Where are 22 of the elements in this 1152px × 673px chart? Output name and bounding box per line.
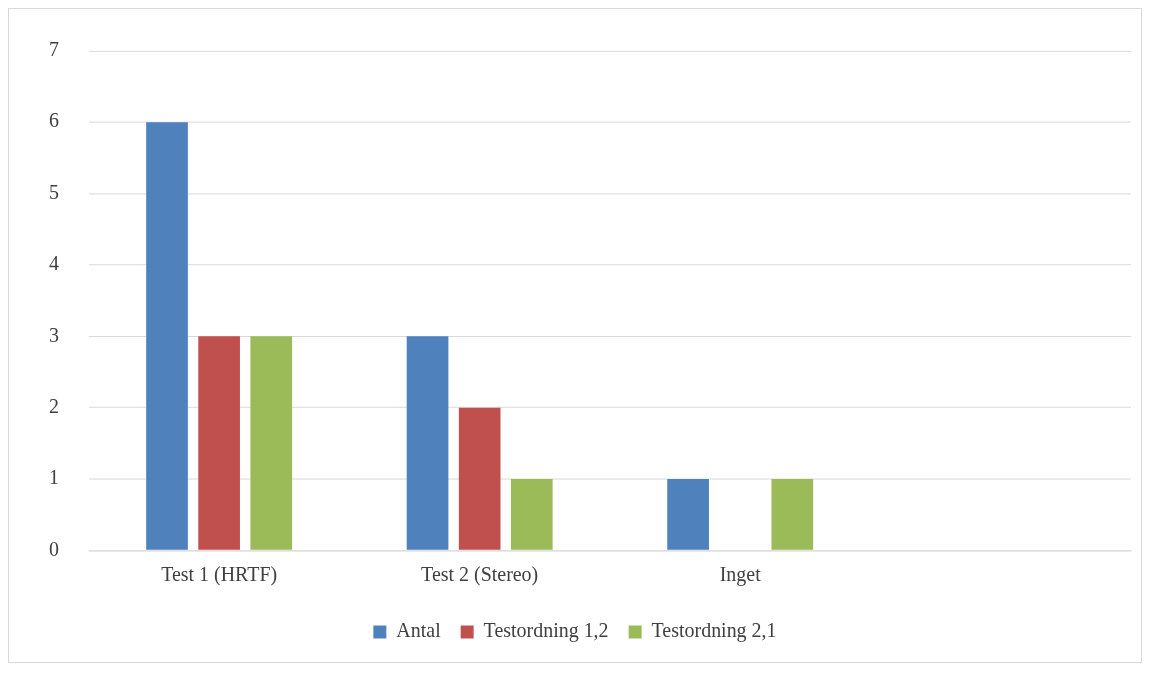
y-tick-label: 6 <box>48 109 59 132</box>
bar <box>458 407 501 550</box>
y-tick-label: 4 <box>48 252 59 275</box>
y-tick-label: 7 <box>48 38 59 61</box>
x-tick-label: Test 1 (HRTF) <box>161 563 278 587</box>
legend-label: Testordning 2,1 <box>651 619 777 643</box>
legend-label: Antal <box>396 619 442 642</box>
bar <box>510 478 553 550</box>
y-tick-label: 0 <box>48 537 59 560</box>
y-tick-label: 1 <box>48 466 59 489</box>
legend-label: Testordning 1,2 <box>483 619 609 643</box>
bar <box>146 122 188 550</box>
y-tick-label: 2 <box>48 394 59 417</box>
bar <box>667 478 709 550</box>
bar <box>198 336 240 550</box>
bar <box>771 478 814 550</box>
y-tick-label: 5 <box>48 180 59 203</box>
x-tick-label: Inget <box>719 563 762 587</box>
bar <box>406 336 449 550</box>
y-tick-label: 3 <box>48 323 59 346</box>
x-tick-label: Test 2 (Stereo) <box>421 563 539 587</box>
bar <box>250 336 293 550</box>
